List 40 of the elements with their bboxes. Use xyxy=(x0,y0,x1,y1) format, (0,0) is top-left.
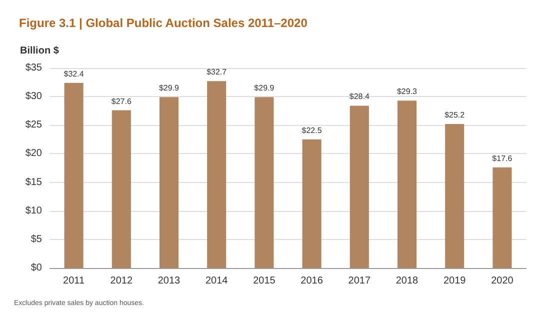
x-tick-label: 2011 xyxy=(63,276,85,286)
bar xyxy=(159,97,179,268)
y-tick-label: $10 xyxy=(25,205,42,216)
data-label: $27.6 xyxy=(111,96,132,106)
bar xyxy=(302,139,322,268)
bar xyxy=(254,97,274,268)
chart-title: Figure 3.1 | Global Public Auction Sales 2011–2020 xyxy=(19,16,308,30)
data-label: $22.5 xyxy=(302,126,322,135)
data-label: $29.9 xyxy=(158,84,180,93)
bar xyxy=(492,167,512,268)
y-tick-label: $30 xyxy=(25,91,42,102)
y-tick-label: $15 xyxy=(25,176,42,188)
y-tick-label: $25 xyxy=(25,120,42,131)
x-tick-label: 2015 xyxy=(253,276,276,286)
data-label: $28.4 xyxy=(349,92,370,102)
bar xyxy=(350,106,369,268)
y-tick-label: $5 xyxy=(30,234,42,245)
y-tick-label: $0 xyxy=(30,262,42,274)
x-tick-label: 2013 xyxy=(158,276,181,286)
bar xyxy=(112,110,131,268)
bar xyxy=(445,124,464,268)
bar xyxy=(397,100,417,268)
y-tick-label: $35 xyxy=(25,62,42,74)
data-label: $32.7 xyxy=(206,68,228,77)
x-tick-label: 2016 xyxy=(300,276,324,286)
data-label: $29.9 xyxy=(254,84,275,93)
y-tick-label: $20 xyxy=(25,148,42,160)
x-tick-label: 2019 xyxy=(443,276,466,286)
bar xyxy=(64,82,84,268)
x-tick-label: 2012 xyxy=(110,276,133,286)
data-label: $32.4 xyxy=(64,69,84,78)
x-tick-label: 2018 xyxy=(396,276,419,286)
data-label: $25.2 xyxy=(444,110,466,120)
data-label: $29.3 xyxy=(396,87,418,96)
bar xyxy=(207,81,226,268)
x-tick-label: 2014 xyxy=(205,276,228,286)
x-tick-label: 2020 xyxy=(491,276,514,286)
y-axis-title: Billion $ xyxy=(20,46,60,56)
x-tick-label: 2017 xyxy=(348,276,371,286)
data-label: $17.6 xyxy=(492,154,513,163)
